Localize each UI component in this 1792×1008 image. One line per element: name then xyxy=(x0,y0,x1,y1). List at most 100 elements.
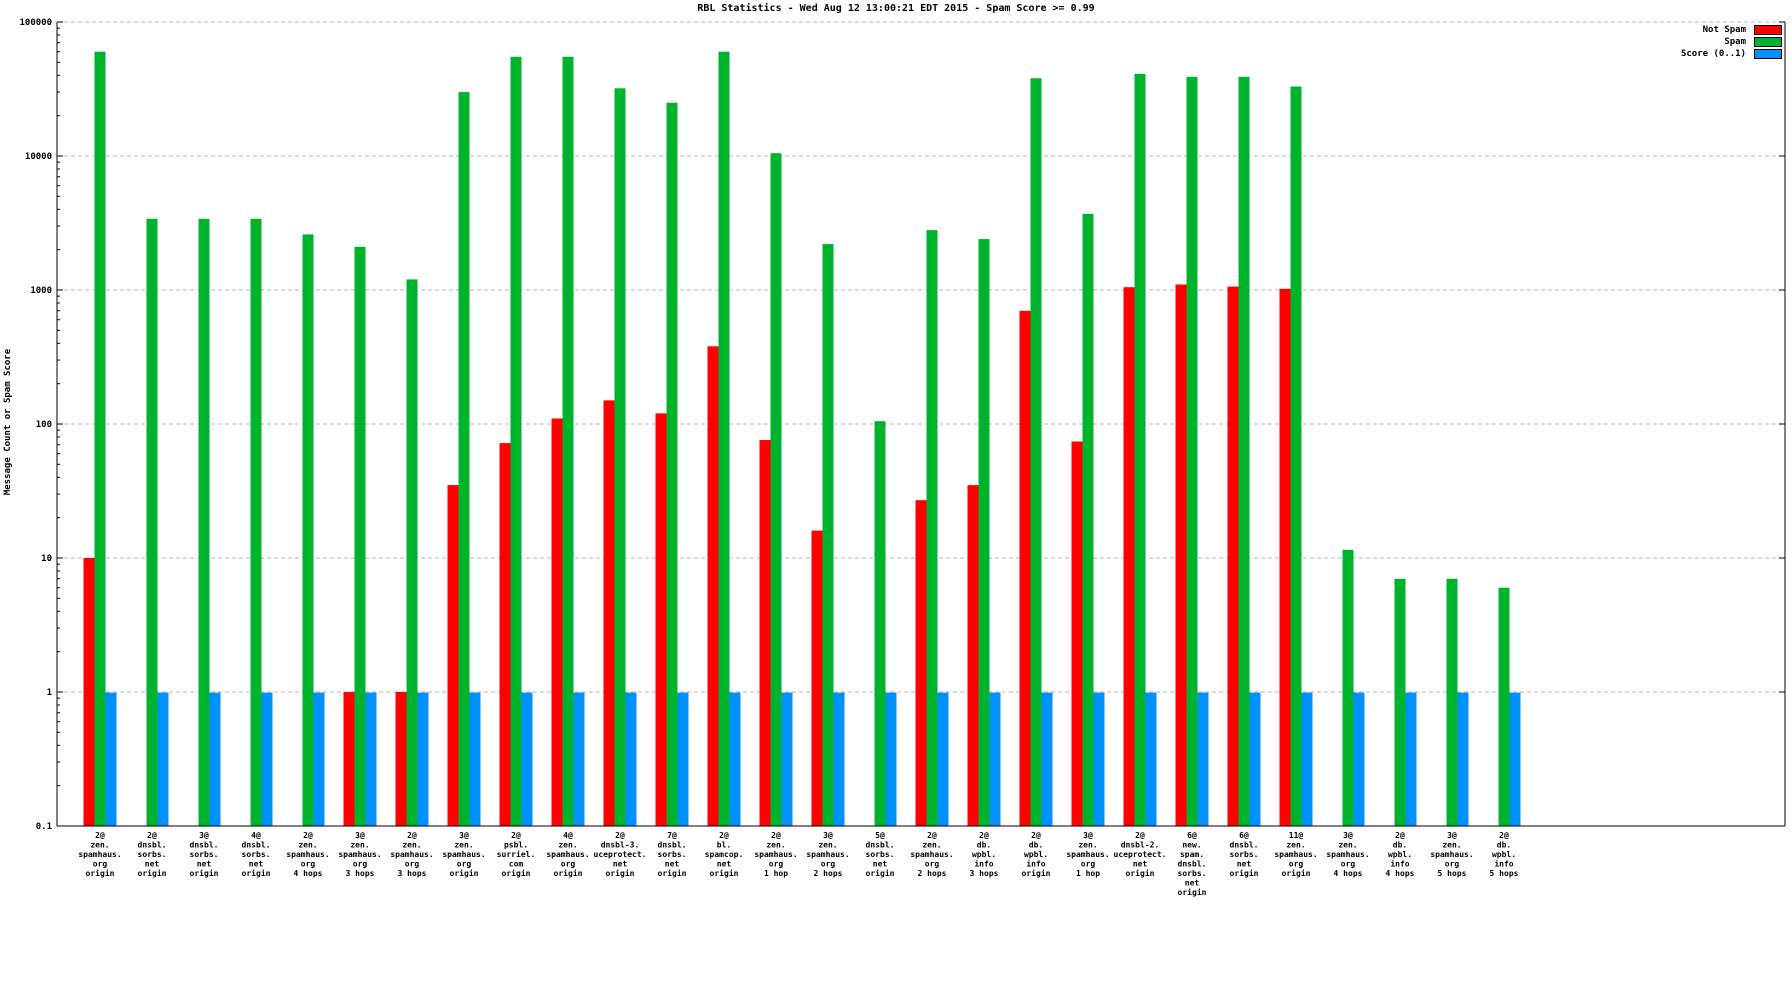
score-0-1-bar xyxy=(937,692,949,826)
score-0-1-bar xyxy=(885,692,897,826)
x-tick-label: spamhaus. xyxy=(78,850,121,859)
x-tick-label: origin xyxy=(1230,868,1259,878)
x-tick-label: 2@ xyxy=(927,831,937,840)
score-0-1-bar xyxy=(1405,692,1417,826)
x-tick-label: 4@ xyxy=(563,831,573,840)
x-tick-label: 6@ xyxy=(1239,831,1249,840)
x-tick-label: 2@ xyxy=(1499,831,1509,840)
x-tick-label: sorbs. xyxy=(866,850,895,859)
x-tick-label: db. xyxy=(1029,841,1043,850)
not-spam-bar xyxy=(551,418,563,826)
spam-bar xyxy=(458,92,470,827)
not-spam-bar xyxy=(1175,284,1187,826)
x-tick-label: dnsbl. xyxy=(190,841,219,850)
spam-bar xyxy=(1498,587,1510,826)
legend: Not Spam Spam Score (0..1) xyxy=(1681,24,1782,60)
x-tick-label: org xyxy=(457,860,472,869)
spam-bar xyxy=(1394,578,1406,826)
x-tick-label: sorbs. xyxy=(1230,850,1259,859)
x-tick-label: zen. xyxy=(1442,841,1461,850)
y-tick-label: 10000 xyxy=(25,152,52,162)
score-0-1-bar xyxy=(157,692,169,826)
x-tick-label: spam. xyxy=(1180,850,1204,859)
x-tick-label: org xyxy=(405,860,420,869)
spam-bar xyxy=(1186,76,1198,827)
x-tick-label: 3 hops xyxy=(970,869,999,878)
x-tick-label: net xyxy=(873,860,888,869)
x-tick-label: origin xyxy=(606,868,635,878)
x-tick-label: wpbl. xyxy=(1024,850,1048,859)
score-0-1-bar xyxy=(989,692,1001,826)
x-tick-label: org xyxy=(821,860,836,869)
not-spam-bar xyxy=(707,346,719,826)
x-tick-label: 7@ xyxy=(667,831,677,840)
spam-bar xyxy=(822,244,834,827)
y-tick-label: 1 xyxy=(47,688,52,698)
x-tick-label: 3@ xyxy=(1447,831,1457,840)
x-tick-label: origin xyxy=(190,868,219,878)
x-tick-label: org xyxy=(561,860,576,869)
legend-item-not-spam: Not Spam xyxy=(1681,24,1782,36)
spam-bar xyxy=(562,56,574,827)
x-tick-label: 3@ xyxy=(459,831,469,840)
x-tick-label: 4 hops xyxy=(1386,869,1415,878)
x-tick-label: zen. xyxy=(1338,841,1357,850)
x-tick-label: info xyxy=(1026,859,1045,869)
not-spam-bar xyxy=(1279,288,1291,826)
x-tick-label: spamhaus. xyxy=(442,850,485,859)
x-tick-label: org xyxy=(301,860,316,869)
spam-bar xyxy=(770,153,782,826)
x-tick-label: net xyxy=(1133,860,1148,869)
x-tick-label: dnsbl. xyxy=(1230,841,1259,850)
x-tick-label: origin xyxy=(450,868,479,878)
spam-bar xyxy=(1446,578,1458,826)
x-tick-label: com xyxy=(509,860,524,869)
legend-label-score: Score (0..1) xyxy=(1680,49,1746,59)
x-tick-label: net xyxy=(613,860,628,869)
x-tick-label: zen. xyxy=(558,841,577,850)
x-tick-label: dnsbl. xyxy=(658,841,687,850)
not-spam-bar xyxy=(83,558,95,826)
score-0-1-bar xyxy=(105,692,117,826)
x-tick-label: spamhaus. xyxy=(806,850,849,859)
x-tick-label: spamcop. xyxy=(705,850,744,859)
x-tick-label: spamhaus. xyxy=(754,850,797,859)
y-tick-label: 1000 xyxy=(30,286,52,296)
spam-bar xyxy=(1134,73,1146,826)
x-tick-label: info xyxy=(1494,859,1513,869)
x-tick-label: net xyxy=(197,860,212,869)
x-tick-label: spamhaus. xyxy=(1430,850,1473,859)
score-0-1-bar xyxy=(833,692,845,826)
score-0-1-bar xyxy=(417,692,429,826)
score-0-1-bar xyxy=(677,692,689,826)
x-tick-label: dnsbl-2. xyxy=(1121,841,1160,850)
score-0-1-bar xyxy=(1041,692,1053,826)
x-tick-label: sorbs. xyxy=(242,850,271,859)
x-tick-label: net xyxy=(1237,860,1252,869)
not-spam-bar xyxy=(343,692,355,826)
spam-bar xyxy=(926,230,938,827)
not-spam-bar xyxy=(811,530,823,826)
x-tick-label: org xyxy=(769,860,784,869)
spam-bar xyxy=(978,239,990,827)
x-tick-label: db. xyxy=(1393,841,1407,850)
x-tick-label: origin xyxy=(1178,887,1207,897)
legend-swatch-not-spam xyxy=(1754,25,1782,35)
spam-bar xyxy=(1238,76,1250,827)
x-tick-label: sorbs. xyxy=(658,850,687,859)
x-tick-label: 2@ xyxy=(1135,831,1145,840)
spam-bar xyxy=(406,279,418,826)
x-tick-label: 4 hops xyxy=(294,869,323,878)
x-tick-label: info xyxy=(1390,859,1409,869)
x-tick-label: net xyxy=(249,860,264,869)
x-tick-label: 2@ xyxy=(147,831,157,840)
x-tick-label: org xyxy=(1081,860,1096,869)
x-tick-label: origin xyxy=(710,868,739,878)
x-tick-label: wpbl. xyxy=(1388,850,1412,859)
x-tick-label: 3@ xyxy=(1343,831,1353,840)
score-0-1-bar xyxy=(365,692,377,826)
not-spam-bar xyxy=(447,485,459,826)
x-tick-label: 4 hops xyxy=(1334,869,1363,878)
x-tick-label: 5@ xyxy=(875,831,885,840)
